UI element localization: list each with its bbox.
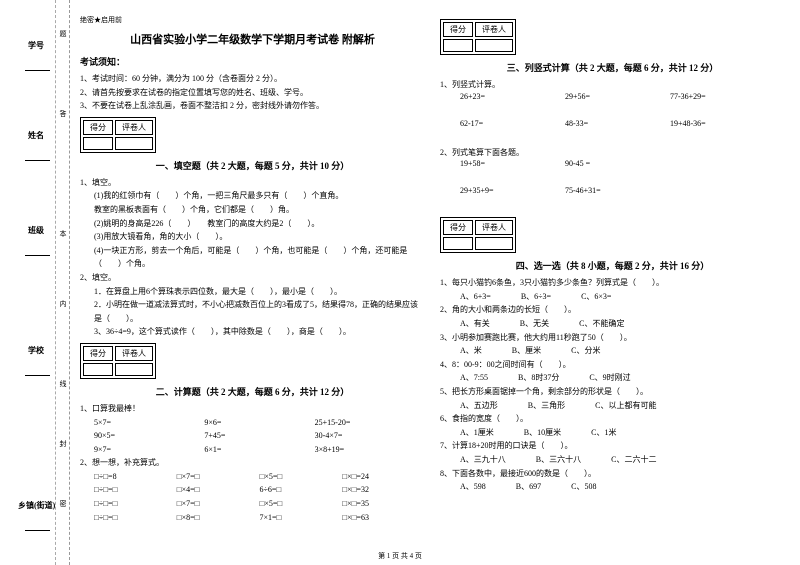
section-2-title: 二、计算题（共 2 大题，每题 6 分，共计 12 分）: [80, 385, 425, 398]
mcq-question: 8、下面各数中，最接近600的数是（ ）。: [440, 467, 785, 481]
field-name: 姓名: [28, 130, 44, 141]
mcq-question: 7、计算18+20时用的口诀是（ ）。: [440, 439, 785, 453]
q1-line: 教室的黑板表面有（ ）个角，它们都是（ ）角。: [80, 203, 425, 217]
paper-title: 山西省实验小学二年级数学下学期月考试卷 附解析: [80, 31, 425, 47]
q2: 2、填空。: [80, 271, 425, 285]
mcq-question: 6、食指的宽度（ ）。: [440, 412, 785, 426]
mcq-option: C、不能确定: [579, 317, 624, 331]
s2q2: 2、想一想，补充算式。: [80, 456, 425, 470]
field-class: 班级: [28, 225, 44, 236]
score-box: 得分 评卷人: [440, 217, 516, 253]
mcq-option: A、598: [460, 480, 486, 494]
grader-cell: 评卷人: [475, 22, 513, 37]
mcq-question: 5、把长方形桌面锯掉一个角，剩余部分的形状是（ ）。: [440, 385, 785, 399]
field-line: [25, 70, 50, 71]
q1: 1、填空。: [80, 176, 425, 190]
mcq-option: B、厘米: [512, 344, 541, 358]
field-id: 学号: [28, 40, 44, 51]
section-3-title: 三、列竖式计算（共 2 大题，每题 6 分，共计 12 分）: [440, 61, 785, 74]
score-cell: 得分: [83, 120, 113, 135]
eq-row: 26+23=29+56=77-36+29=: [440, 92, 785, 101]
q1-line: (1)我的红领巾有（ ）个角，一把三角尺最多只有（ ）个直角。: [80, 189, 425, 203]
q1-line: (4)一块正方形，剪去一个角后，可能是（ ）个角，也可能是（ ）个角，还可能是（…: [80, 244, 425, 271]
mcq-option: A、三九十八: [460, 453, 506, 467]
mcq-option: A、7:55: [460, 371, 488, 385]
mcq-option: C、分米: [571, 344, 600, 358]
binding-sidebar: 学号 姓名 班级 学校 乡镇(街道) 题 答 本 内 线 封 密: [0, 0, 70, 565]
field-line: [25, 530, 50, 531]
eq-row: 62-17=48-33=19+48-36=: [440, 119, 785, 128]
field-line: [25, 160, 50, 161]
grader-cell: 评卷人: [115, 346, 153, 361]
field-school: 学校: [28, 345, 44, 356]
grader-cell: 评卷人: [115, 120, 153, 135]
notice-line: 1、考试时间：60 分钟，满分为 100 分（含卷面分 2 分）。: [80, 72, 425, 86]
mcq-option: C、508: [571, 480, 596, 494]
grader-cell: 评卷人: [475, 220, 513, 235]
seal-mark: 题: [58, 30, 68, 37]
mcq-option: A、1厘米: [460, 426, 494, 440]
mcq-option: A、五边形: [460, 399, 498, 413]
mcq-option: B、无关: [520, 317, 549, 331]
mcq-question: 4、8：00-9：00之间时间有（ ）。: [440, 358, 785, 372]
page-footer: 第 1 页 共 4 页: [0, 551, 800, 561]
seal-mark: 答: [58, 110, 68, 117]
mcq-question: 2、角的大小和两条边的长短（ ）。: [440, 303, 785, 317]
notice-head: 考试须知：: [80, 55, 425, 68]
s2q1: 1、口算我最棒！: [80, 402, 425, 416]
section-1-title: 一、填空题（共 2 大题，每题 5 分，共计 10 分）: [80, 159, 425, 172]
score-cell: 得分: [443, 220, 473, 235]
section-4-title: 四、选一选（共 8 小题，每题 2 分，共计 16 分）: [440, 259, 785, 272]
secret-label: 绝密★启用前: [80, 15, 425, 25]
score-cell: 得分: [443, 22, 473, 37]
mcq-question: 3、小明参加赛跑比赛，他大约用11秒跑了50（ ）。: [440, 331, 785, 345]
q2-line: 1．在算盘上用6个算珠表示四位数，最大是（ ），最小是（ ）。: [80, 285, 425, 299]
seal-mark: 内: [58, 300, 68, 307]
s3q2: 2、列式笔算下面各题。: [440, 146, 785, 160]
mcq-option: B、697: [516, 480, 541, 494]
mcq-option: B、三角形: [528, 399, 565, 413]
mcq-option: C、1米: [591, 426, 616, 440]
notice-line: 2、请首先按要求在试卷的指定位置填写您的姓名、班级、学号。: [80, 86, 425, 100]
eq-row: 29+35+9=75-46+31=: [440, 186, 785, 195]
q1-line: (2)姚明的身高是226（ ） 教室门的高度大约是2（ ）。: [80, 217, 425, 231]
score-box: 得分 评卷人: [440, 19, 516, 55]
page-right: 得分 评卷人 三、列竖式计算（共 2 大题，每题 6 分，共计 12 分） 1、…: [440, 15, 785, 535]
mcq-block: 1、每只小猫钓6条鱼，3只小猫钓多少条鱼？列算式是（ ）。A、6+3= B、6÷3…: [440, 276, 785, 494]
q2-line: 2．小明在做一道减法算式时，不小心把减数百位上的3看成了5，结果得78，正确的结…: [80, 298, 425, 325]
field-line: [25, 255, 50, 256]
calc-grid: 5×7=9×6=25+15-20=90×5=7+45=30-4×7=9×7=6×…: [80, 416, 425, 457]
mcq-option: B、6÷3=: [521, 290, 551, 304]
q2-line: 3、36÷4=9，这个算式读作（ ），其中除数是（ ），商是（ ）。: [80, 325, 425, 339]
mcq-option: A、6+3=: [460, 290, 491, 304]
s3q1: 1、列竖式计算。: [440, 78, 785, 92]
mcq-option: C、6×3=: [581, 290, 611, 304]
score-box: 得分 评卷人: [80, 343, 156, 379]
seal-mark: 密: [58, 500, 68, 507]
notice-line: 3、不要在试卷上乱涂乱画，卷面不整洁扣 2 分，密封线外请勿作答。: [80, 99, 425, 113]
eq-row: 19+58=90-45 =: [440, 159, 785, 168]
mcq-option: B、三六十八: [536, 453, 581, 467]
mcq-option: B、8时37分: [518, 371, 559, 385]
score-cell: 得分: [83, 346, 113, 361]
calc-grid: □÷□=8□×7=□□×5=□□×□=24□÷□=□□×4=□6÷6=□□×□=…: [80, 470, 425, 524]
mcq-option: C、以上都有可能: [595, 399, 656, 413]
mcq-option: C、9时刚过: [589, 371, 630, 385]
score-box: 得分 评卷人: [80, 117, 156, 153]
mcq-option: B、10厘米: [524, 426, 561, 440]
seal-mark: 线: [58, 380, 68, 387]
seal-mark: 封: [58, 440, 68, 447]
mcq-option: C、二六十二: [611, 453, 656, 467]
field-line: [25, 375, 50, 376]
mcq-question: 1、每只小猫钓6条鱼，3只小猫钓多少条鱼？列算式是（ ）。: [440, 276, 785, 290]
mcq-option: A、米: [460, 344, 482, 358]
mcq-option: A、有关: [460, 317, 490, 331]
page-left: 绝密★启用前 山西省实验小学二年级数学下学期月考试卷 附解析 考试须知： 1、考…: [80, 15, 425, 535]
field-town: 乡镇(街道): [18, 500, 55, 511]
seal-line: [55, 0, 56, 565]
q1-line: (3)用放大镜看角，角的大小（ ）。: [80, 230, 425, 244]
seal-mark: 本: [58, 230, 68, 237]
